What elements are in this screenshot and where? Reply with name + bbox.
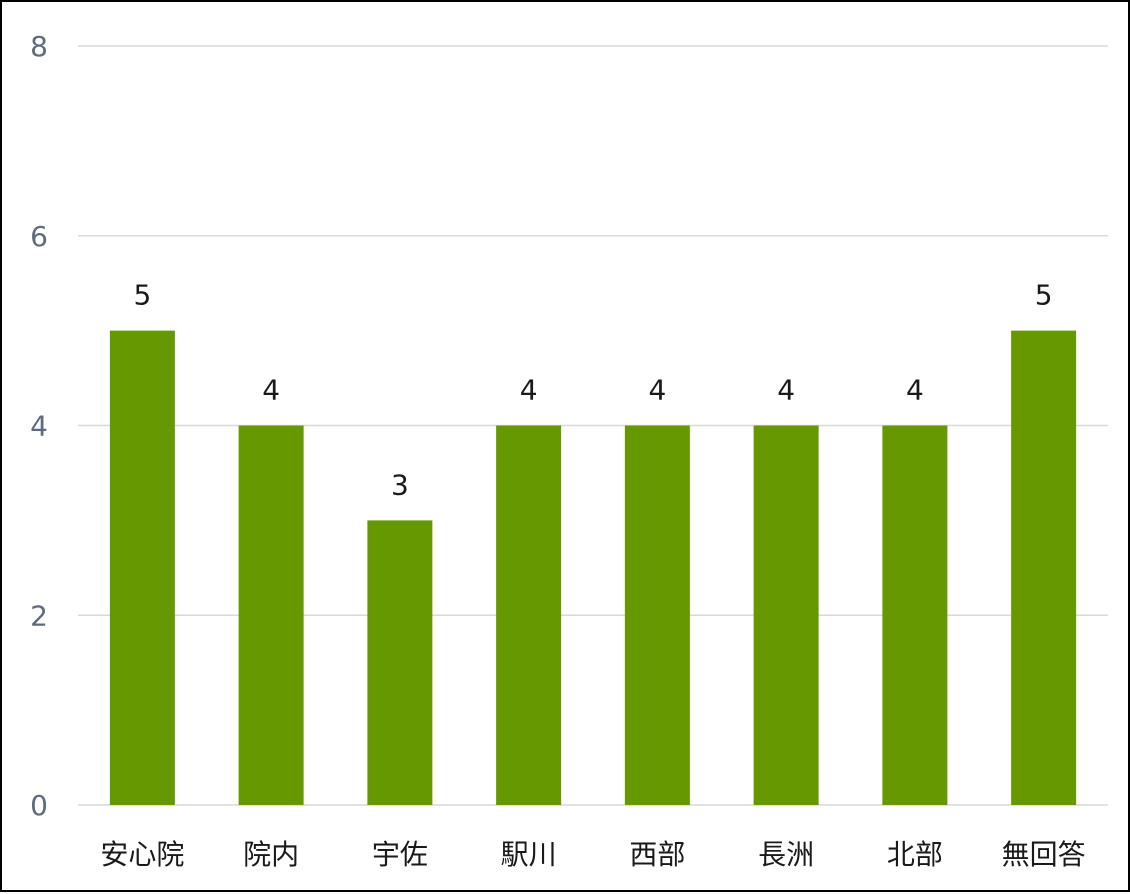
x-tick-label: 安心院: [100, 838, 184, 871]
y-tick-label: 0: [30, 789, 48, 822]
x-tick-label: 院内: [243, 838, 299, 871]
y-tick-label: 8: [30, 30, 48, 63]
data-label: 5: [1035, 279, 1053, 312]
bars: [109, 330, 1077, 805]
x-tick-label: 長洲: [758, 838, 814, 871]
y-tick-label: 4: [30, 410, 48, 443]
y-tick-label: 2: [30, 599, 48, 632]
data-label: 5: [133, 279, 151, 312]
x-axis-tick-labels: 安心院 院内 宇佐 駅川 西部 長洲 北部 無回答: [100, 838, 1085, 871]
x-tick-label: 無回答: [1002, 838, 1086, 871]
data-label: 4: [906, 374, 924, 407]
x-tick-label: 駅川: [501, 838, 557, 871]
data-label: 4: [520, 374, 538, 407]
bar: [496, 425, 562, 805]
bar: [238, 425, 304, 805]
data-label: 3: [391, 468, 409, 501]
data-labels: 5 4 3 4 4 4 4 5: [133, 279, 1052, 502]
data-label: 4: [648, 374, 666, 407]
bar: [753, 425, 819, 805]
bar: [624, 425, 690, 805]
bar: [109, 330, 175, 805]
gridlines: [78, 45, 1108, 806]
x-tick-label: 西部: [629, 838, 685, 871]
data-label: 4: [262, 374, 280, 407]
bar: [367, 520, 433, 805]
y-axis-tick-labels: 0 2 4 6 8: [30, 30, 48, 822]
bar: [882, 425, 948, 805]
x-tick-label: 北部: [887, 838, 943, 871]
y-tick-label: 6: [30, 220, 48, 253]
bar: [1011, 330, 1077, 805]
x-tick-label: 宇佐: [372, 838, 428, 871]
data-label: 4: [777, 374, 795, 407]
